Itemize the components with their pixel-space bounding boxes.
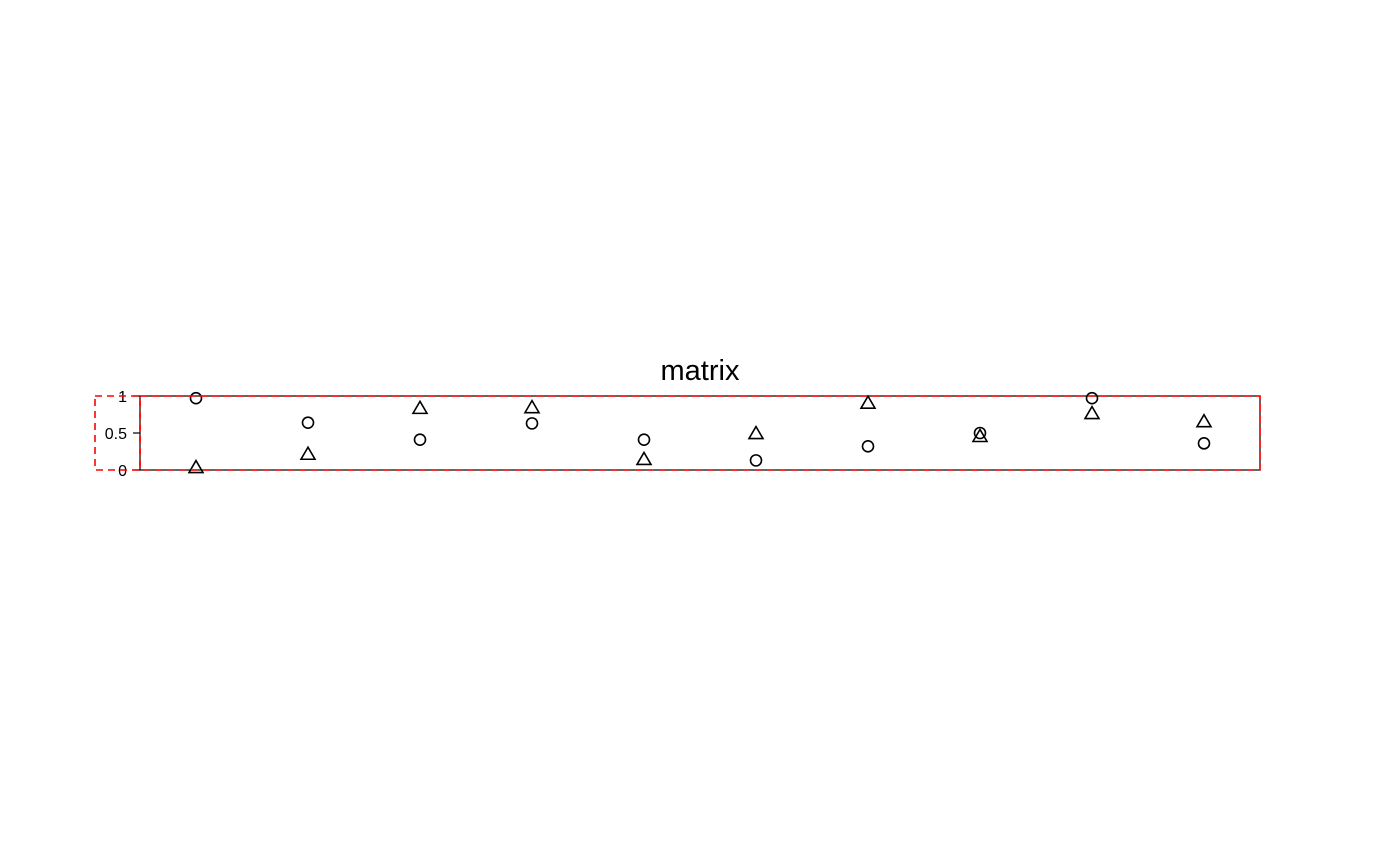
triangle-point — [635, 450, 653, 466]
circle-point — [301, 416, 315, 429]
circle-point — [413, 433, 427, 446]
y-tick-label: 0.5 — [105, 426, 127, 443]
circle-point — [189, 391, 203, 405]
triangle-point — [1083, 404, 1101, 420]
triangle-point — [411, 399, 429, 415]
circle-point — [973, 426, 987, 440]
circle-point — [1085, 391, 1099, 405]
circle-point — [525, 417, 539, 430]
y-tick-label: 0 — [118, 463, 127, 480]
circle-point — [861, 440, 875, 453]
triangle-point — [299, 445, 317, 461]
triangle-point — [747, 424, 765, 440]
chart-title: matrix — [661, 355, 740, 387]
data-marks — [187, 391, 1213, 474]
triangle-point — [1195, 413, 1213, 428]
triangle-point — [187, 458, 205, 474]
circle-point — [749, 454, 763, 467]
circle-point — [1197, 437, 1211, 450]
panel-highlight-box — [139, 395, 1261, 471]
triangle-point — [859, 394, 877, 410]
y-axis: 00.51 — [105, 389, 140, 480]
y-tick-label: 1 — [118, 389, 127, 406]
circle-point — [637, 433, 651, 446]
triangle-point — [523, 399, 541, 414]
triangle-point — [971, 427, 989, 443]
